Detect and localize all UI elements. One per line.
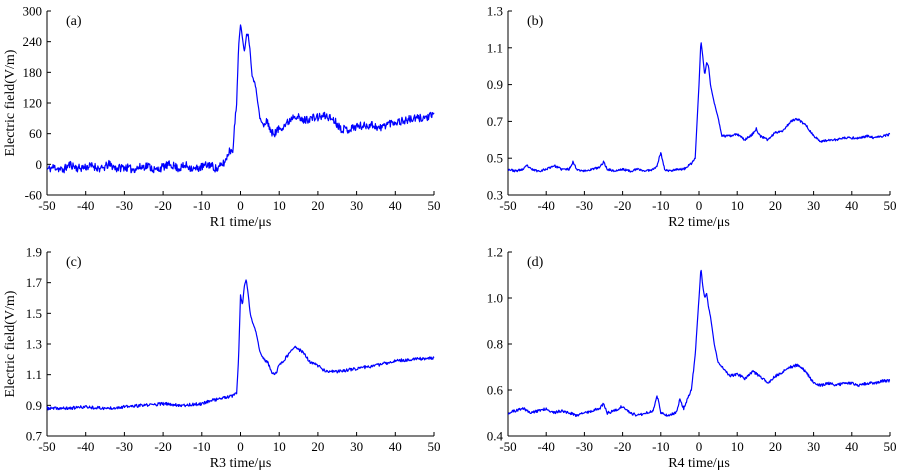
chart-panel-b: -50 -40 -30 -20 -10 0 10 20 30 40 50 0.3 0.5 0.7 0.9 1.… — [487, 4, 897, 231]
x-tick-label: 10 — [731, 439, 744, 454]
x-tick-label: 30 — [350, 439, 363, 454]
x-tick-label: 30 — [350, 198, 363, 213]
x-tick-label: -30 — [576, 439, 593, 454]
chart-panel-a: -50 -40 -30 -20 -10 0 10 20 30 40 50 -60 0 60 120 180 24… — [3, 4, 441, 231]
x-tick-label: 20 — [769, 198, 782, 213]
panel-label: (a) — [66, 14, 82, 29]
x-tick-label: -10 — [652, 439, 669, 454]
x-tick-label: 30 — [807, 439, 820, 454]
y-tick-label: -60 — [25, 188, 42, 203]
x-tick-label: -20 — [154, 198, 171, 213]
x-tick-label: 0 — [237, 198, 244, 213]
y-tick-label: 0.4 — [487, 429, 504, 444]
y-tick-label: 0.7 — [26, 429, 43, 444]
y-tick-label: 0 — [36, 157, 43, 172]
x-axis-title: R3 time/μs — [210, 456, 272, 471]
y-axis-title: Electric field(V/m) — [3, 290, 18, 397]
y-tick-label: 1.9 — [26, 245, 42, 260]
series-line-0 — [46, 279, 435, 411]
x-tick-label: -50 — [38, 198, 55, 213]
y-tick-label: 0.9 — [487, 77, 503, 92]
x-tick-label: 0 — [237, 439, 244, 454]
y-tick-label: 300 — [23, 4, 43, 19]
x-tick-label: 50 — [884, 198, 897, 213]
series-line-0 — [507, 269, 891, 417]
y-tick-label: 120 — [23, 96, 43, 111]
x-tick-label: 50 — [428, 198, 441, 213]
x-tick-label: -40 — [77, 198, 94, 213]
y-tick-label: 1.0 — [487, 291, 503, 306]
x-tick-label: 20 — [311, 439, 324, 454]
series-line-0 — [507, 42, 891, 173]
y-tick-label: 1.1 — [26, 367, 42, 382]
x-tick-label: -50 — [499, 439, 516, 454]
y-tick-label: 0.6 — [487, 383, 504, 398]
x-tick-label: 40 — [845, 198, 858, 213]
x-tick-label: -40 — [538, 439, 555, 454]
y-tick-label: 1.3 — [26, 337, 42, 352]
y-tick-label: 1.1 — [487, 40, 503, 55]
x-tick-label: 0 — [696, 198, 703, 213]
y-tick-label: 240 — [23, 34, 43, 49]
panel-label: (b) — [527, 14, 544, 29]
x-tick-label: 30 — [807, 198, 820, 213]
panel-label: (d) — [527, 255, 544, 270]
x-tick-label: -50 — [38, 439, 55, 454]
x-tick-label: 50 — [428, 439, 441, 454]
y-axis-title: Electric field(V/m) — [3, 49, 18, 156]
x-tick-label: -30 — [116, 439, 133, 454]
x-tick-label: -10 — [652, 198, 669, 213]
y-tick-label: 1.2 — [487, 245, 503, 260]
y-tick-label: 1.5 — [26, 306, 42, 321]
chart-panel-c: -50 -40 -30 -20 -10 0 10 20 30 40 50 0.7 0.9 1.1 1.3 1.… — [3, 245, 441, 472]
panel-label: (c) — [66, 255, 82, 270]
y-tick-label: 180 — [23, 65, 43, 80]
x-tick-label: -30 — [576, 198, 593, 213]
x-tick-label: -40 — [77, 439, 94, 454]
x-tick-label: 20 — [311, 198, 324, 213]
y-tick-label: 60 — [29, 126, 42, 141]
y-tick-label: 1.7 — [26, 275, 43, 290]
x-axis-title: R2 time/μs — [668, 215, 730, 230]
x-axis-title: R4 time/μs — [668, 456, 730, 471]
x-tick-label: 10 — [273, 439, 286, 454]
x-tick-label: 50 — [884, 439, 897, 454]
y-tick-label: 0.9 — [26, 398, 42, 413]
series-line-0 — [46, 24, 435, 174]
x-axis-title: R1 time/μs — [210, 215, 272, 230]
x-tick-label: -10 — [193, 439, 210, 454]
x-tick-label: -20 — [614, 198, 631, 213]
chart-panel-d: -50 -40 -30 -20 -10 0 10 20 30 40 50 0.4 0.6 0.8 1.0 1.… — [487, 245, 897, 472]
x-tick-label: 10 — [273, 198, 286, 213]
x-tick-label: 0 — [696, 439, 703, 454]
x-tick-label: -40 — [538, 198, 555, 213]
x-tick-label: 40 — [389, 198, 402, 213]
x-tick-label: -30 — [116, 198, 133, 213]
x-tick-label: 20 — [769, 439, 782, 454]
x-tick-label: -50 — [499, 198, 516, 213]
chart-panels: -50 -40 -30 -20 -10 0 10 20 30 40 50 -60 0 60 120 180 24… — [3, 4, 897, 472]
x-tick-label: -20 — [614, 439, 631, 454]
y-tick-label: 0.8 — [487, 337, 503, 352]
y-tick-label: 0.5 — [487, 151, 503, 166]
y-tick-label: 0.3 — [487, 188, 503, 203]
y-tick-label: 1.3 — [487, 4, 503, 19]
x-tick-label: -10 — [193, 198, 210, 213]
x-tick-label: -20 — [154, 439, 171, 454]
x-tick-label: 40 — [389, 439, 402, 454]
y-tick-label: 0.7 — [487, 114, 504, 129]
x-tick-label: 10 — [731, 198, 744, 213]
x-tick-label: 40 — [845, 439, 858, 454]
